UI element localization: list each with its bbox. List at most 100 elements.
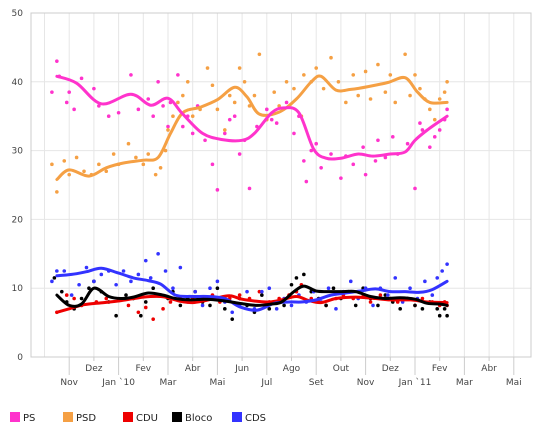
trend-lines: [55, 74, 449, 314]
data-point-cdu: [237, 293, 242, 297]
data-point-psd: [408, 93, 412, 98]
data-point-bloco: [260, 293, 264, 297]
x-tick-label: Fev: [136, 364, 152, 374]
trend-line-cds: [55, 266, 449, 312]
data-point-psd: [442, 90, 447, 94]
data-point-cds: [84, 265, 89, 270]
data-point-psd: [428, 107, 432, 112]
x-tick-label: Nov: [60, 378, 78, 388]
data-point-ps: [361, 145, 365, 149]
x-tick-label: Set: [309, 378, 324, 388]
data-point-psd: [437, 97, 442, 101]
data-point-bloco: [52, 276, 57, 280]
data-point-bloco: [139, 313, 143, 318]
x-tick-label: Out: [333, 364, 350, 374]
data-point-psd: [163, 148, 168, 153]
data-point-ps: [97, 104, 101, 108]
data-point-psd: [74, 155, 79, 160]
y-axis-ticks: 0 10 20 30 40 50: [12, 9, 24, 363]
data-point-ps: [223, 131, 227, 136]
data-point-psd: [368, 97, 373, 101]
data-point-psd: [242, 80, 247, 84]
data-point-psd: [432, 117, 437, 122]
data-point-ps: [390, 135, 395, 139]
data-point-ps: [302, 159, 306, 163]
data-point-bloco: [376, 303, 380, 308]
legend: PS PSD CDU Bloco CDS: [10, 412, 266, 424]
data-point-cds: [77, 282, 81, 287]
x-tick-label: Fev: [432, 364, 448, 374]
data-point-ps: [373, 159, 378, 163]
data-point-cdu: [126, 303, 131, 308]
data-point-ps: [292, 131, 296, 136]
data-point-psd: [223, 128, 227, 132]
data-point-ps: [67, 90, 71, 94]
data-point-cds: [114, 282, 118, 287]
data-point-cds: [178, 265, 183, 270]
data-point-cdu: [368, 300, 373, 304]
data-point-cds: [50, 279, 54, 284]
data-point-psd: [314, 66, 319, 70]
data-point-psd: [344, 100, 348, 105]
data-point-cds: [55, 269, 59, 273]
data-point-cdu: [161, 307, 165, 311]
data-point-cds: [393, 276, 398, 280]
y-tick-label: 50: [12, 9, 24, 19]
x-tick-label: Mai: [506, 378, 522, 388]
data-point-cds: [69, 293, 74, 297]
data-point-psd: [126, 141, 131, 146]
data-point-cds: [163, 269, 168, 273]
data-point-psd: [55, 190, 59, 194]
data-point-bloco: [267, 307, 272, 311]
data-point-ps: [265, 107, 269, 112]
data-point-bloco: [178, 303, 183, 308]
legend-swatch-cdu: [123, 412, 133, 422]
legend-label-bloco: Bloco: [185, 413, 212, 424]
data-point-bloco: [223, 307, 227, 311]
data-point-ps: [284, 100, 289, 105]
data-point-psd: [356, 93, 360, 98]
y-tick-label: 20: [12, 215, 24, 225]
data-point-bloco: [353, 303, 358, 308]
data-point-psd: [111, 152, 116, 156]
data-point-psd: [388, 73, 393, 77]
data-point-psd: [210, 83, 215, 88]
data-point-psd: [292, 86, 296, 91]
data-point-bloco: [289, 282, 294, 287]
data-point-cdu: [151, 317, 155, 321]
data-point-ps: [237, 152, 242, 156]
data-point-bloco: [151, 286, 155, 291]
data-point-psd: [190, 114, 195, 118]
data-point-ps: [383, 155, 388, 160]
data-point-ps: [181, 124, 185, 129]
data-point-bloco: [435, 307, 440, 311]
data-point-cds: [326, 286, 331, 291]
data-point-cds: [200, 303, 205, 308]
data-point-psd: [181, 93, 185, 98]
trend-line-ps: [55, 74, 449, 161]
data-point-cds: [348, 279, 353, 284]
data-point-cdu: [168, 300, 173, 304]
data-point-cds: [386, 293, 390, 297]
data-point-psd: [97, 162, 101, 167]
data-point-psd: [336, 80, 341, 84]
data-point-cds: [274, 307, 279, 311]
data-point-cds: [99, 272, 104, 277]
data-point-cds: [208, 286, 212, 291]
data-point-bloco: [124, 293, 128, 297]
data-point-psd: [176, 100, 180, 105]
data-point-ps: [351, 162, 356, 167]
data-point-bloco: [420, 307, 425, 311]
data-point-ps: [319, 166, 323, 170]
data-point-bloco: [331, 286, 336, 291]
data-point-ps: [339, 176, 343, 180]
trend-line-psd: [55, 74, 449, 181]
data-point-ps: [418, 121, 422, 125]
x-tick-label: Jan `10: [101, 377, 135, 388]
data-point-psd: [171, 114, 175, 118]
data-point-bloco: [413, 303, 417, 308]
data-point-ps: [136, 107, 141, 112]
x-tick-label: Jun: [234, 364, 249, 374]
data-point-cds: [430, 293, 435, 297]
data-point-ps: [413, 186, 417, 191]
